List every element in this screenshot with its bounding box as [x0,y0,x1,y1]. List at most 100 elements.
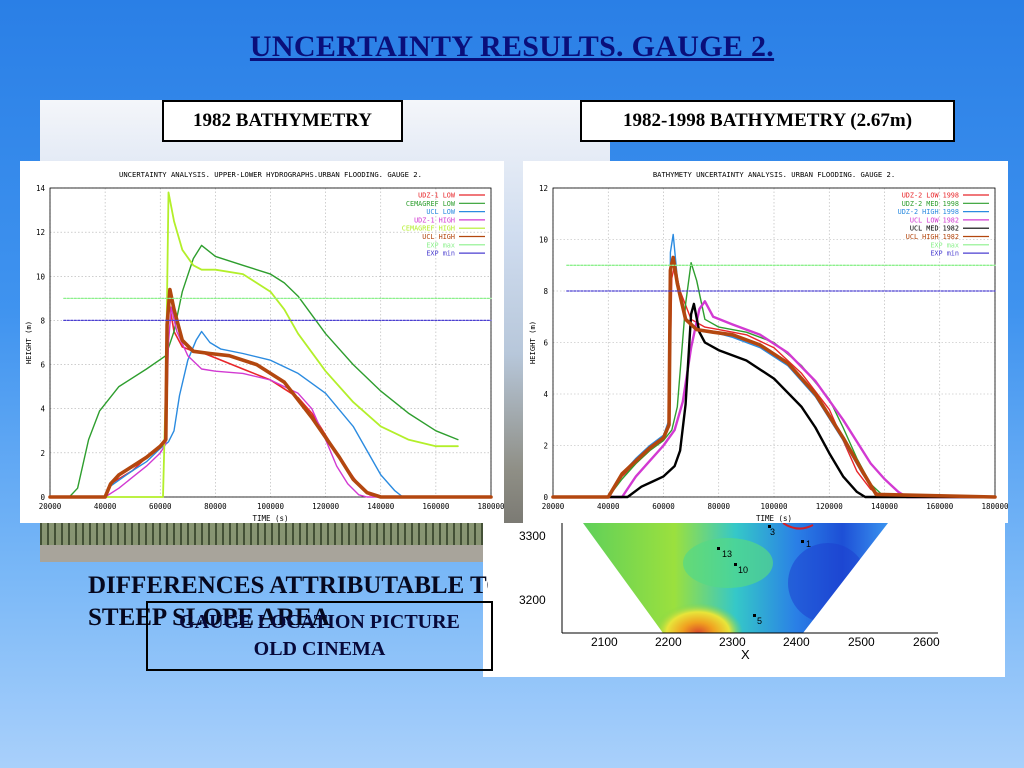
legend-entry-label: CEMAGREF HIGH [402,225,455,233]
gauge-point-label: 13 [722,549,732,559]
green-zone [683,538,773,588]
legend-entry-label: EXP max [930,241,959,249]
x-tick-label: 180000 [981,502,1008,511]
series-line-udz-2-med-1998 [552,261,996,498]
chart-panel-right: BATHYMETY UNCERTAINTY ANALYSIS. URBAN FL… [523,161,1008,523]
x-tick-label: 20000 [39,502,62,511]
x-tick-label: 120000 [312,502,340,511]
series-line-ucl-high-1982 [551,255,997,499]
differences-line-2: STEEP SLOPE AREA [88,604,330,631]
map-xtick: 2600 [913,635,940,649]
x-tick-label: 40000 [597,502,620,511]
series-line-ucl-med-1982 [551,302,997,499]
y-tick-label: 14 [36,184,46,193]
y-tick-label: 10 [539,236,549,245]
legend-entry-label: UDZ-2 LOW 1998 [902,192,959,200]
y-tick-label: 4 [40,405,45,414]
gauge-point-label: 1 [806,539,811,549]
gauge-location-line-2: OLD CINEMA [253,638,386,660]
legend-entry-label: UDZ-1 LOW [418,192,456,200]
map-ytick: 3300 [519,529,546,543]
y-tick-label: 2 [543,442,548,451]
y-tick-label: 12 [539,184,548,193]
legend-entry-label: EXP max [426,241,455,249]
x-tick-label: 140000 [871,502,899,511]
gauge-point-marker [717,547,720,550]
gauge-point-marker [753,614,756,617]
chart-panel-left: UNCERTAINTY ANALYSIS. UPPER-LOWER HYDROG… [20,161,504,523]
gauge-location-line-1: GAUGE LOCATION PICTURE [179,611,460,633]
x-axis-label: TIME (s) [252,514,288,523]
legend-entry-label: UDZ-1 HIGH [414,216,455,224]
x-tick-label: 60000 [652,502,675,511]
y-tick-label: 6 [40,361,45,370]
x-tick-label: 60000 [149,502,172,511]
x-tick-label: 180000 [477,502,504,511]
x-tick-label: 100000 [760,502,788,511]
gauge-map: 3300 3200 2100 2200 2300 2400 2500 2600 … [519,523,940,662]
hydrograph-chart-left: UNCERTAINTY ANALYSIS. UPPER-LOWER HYDROG… [24,170,504,523]
legend-entry-label: CEMAGREF LOW [406,200,456,208]
x-tick-label: 100000 [257,502,285,511]
legend-entry-label: UCL LOW 1982 [910,216,959,224]
slide-title: UNCERTAINTY RESULTS. GAUGE 2. [249,30,775,63]
x-tick-label: 160000 [926,502,954,511]
hotspot [653,603,743,633]
legend-entry-label: EXP min [930,250,959,258]
map-xtick: 2300 [719,635,746,649]
legend-entry-label: UCL MED 1982 [910,225,959,233]
map-xtick: 2500 [848,635,875,649]
differences-line-1: DIFFERENCES ATTRIBUTABLE TO [88,572,488,599]
gauge-location-box: GAUGE LOCATION PICTURE OLD CINEMA [146,601,493,671]
chart-title: BATHYMETY UNCERTAINTY ANALYSIS. URBAN FL… [653,170,895,179]
legend-entry-label: UCL HIGH 1982 [906,233,959,241]
series-line-cemagref-low [49,244,459,498]
gauge-point-label: 3 [770,527,775,537]
map-xtick: 2400 [783,635,810,649]
blue-zone [788,543,868,623]
chart-title: UNCERTAINTY ANALYSIS. UPPER-LOWER HYDROG… [119,170,422,179]
y-tick-label: 2 [40,449,45,458]
y-tick-label: 0 [543,493,548,502]
y-axis-label: HEIGHT (m) [24,321,33,364]
map-xlabel: X [741,647,750,662]
gauge-point-label: 10 [738,565,748,575]
x-tick-label: 40000 [94,502,117,511]
gauge-point-marker [768,525,771,528]
series-line-ucl-low [49,330,492,498]
y-tick-label: 6 [543,339,548,348]
y-tick-label: 12 [36,228,45,237]
series-line-cemagref-high [49,191,459,498]
map-ytick: 3200 [519,593,546,607]
legend-entry-label: UCL LOW [426,208,456,216]
y-tick-label: 10 [36,272,46,281]
x-tick-label: 160000 [422,502,450,511]
legend-entry-label: UDZ-2 HIGH 1998 [898,208,959,216]
gauge-point-marker [734,563,737,566]
map-xtick: 2200 [655,635,682,649]
hydrograph-chart-right: BATHYMETY UNCERTAINTY ANALYSIS. URBAN FL… [528,170,1008,523]
y-axis-label: HEIGHT (m) [528,321,537,364]
legend-entry-label: UDZ-2 MED 1998 [902,200,959,208]
series-line-udz-1-high [49,306,492,498]
x-tick-label: 120000 [816,502,844,511]
y-tick-label: 8 [543,287,548,296]
y-tick-label: 0 [40,493,45,502]
gauge-map-panel: 3300 3200 2100 2200 2300 2400 2500 2600 … [483,523,1005,677]
red-contour [782,523,814,530]
x-axis-label: TIME (s) [756,514,792,523]
series-line-ucl-high [48,287,493,499]
series-line-ucl-low-1982 [551,300,997,499]
label-1982-bathymetry: 1982 BATHYMETRY [162,100,403,142]
x-tick-label: 80000 [204,502,227,511]
plot-frame [49,187,492,498]
differences-text: DIFFERENCES ATTRIBUTABLE TO STEEP SLOPE … [88,570,488,634]
x-tick-label: 80000 [707,502,730,511]
legend-entry-label: EXP min [426,250,455,258]
label-1982-1998-bathymetry: 1982-1998 BATHYMETRY (2.67m) [580,100,955,142]
ground-photo-strip [40,545,490,562]
gauge-point-marker [801,540,804,543]
map-xtick: 2100 [591,635,618,649]
y-tick-label: 8 [40,316,45,325]
legend-entry-label: UCL HIGH [422,233,455,241]
